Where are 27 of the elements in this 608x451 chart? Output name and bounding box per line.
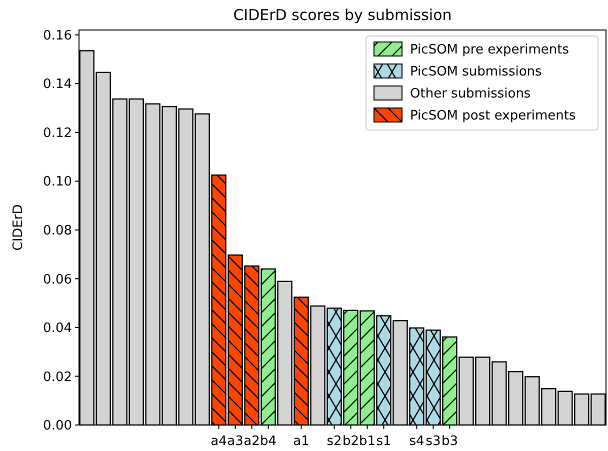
x-tick-label: b2: [342, 434, 360, 449]
x-tick-label: a2: [244, 434, 260, 449]
y-tick-label: 0.00: [43, 418, 72, 434]
chart-title: CIDErD scores by submission: [233, 6, 452, 24]
x-tick-label: s3: [426, 434, 441, 449]
y-tick-label: 0.10: [43, 174, 72, 190]
legend-label: PicSOM post experiments: [410, 108, 576, 124]
y-axis-title: CIDErD: [11, 204, 26, 251]
legend-label: PicSOM pre experiments: [410, 42, 570, 58]
y-tick-label: 0.06: [43, 272, 72, 288]
x-tick-label: s1: [376, 434, 392, 449]
y-tick-label: 0.02: [43, 370, 72, 385]
y-tick-label: 0.16: [43, 28, 72, 44]
x-tick-label: s4: [409, 434, 424, 449]
x-tick-label: b1: [358, 434, 376, 449]
x-tick-label: a1: [293, 434, 310, 449]
y-tick-label: 0.12: [43, 126, 72, 141]
y-tick-label: 0.04: [43, 321, 72, 336]
x-tick-label: a4: [210, 434, 227, 449]
legend-label: PicSOM submissions: [410, 64, 542, 80]
y-tick-label: 0.14: [43, 77, 72, 92]
x-tick-label: s2: [326, 434, 342, 449]
legend-label: Other submissions: [410, 86, 531, 102]
x-tick-label: a3: [227, 434, 244, 449]
y-tick-label: 0.08: [43, 223, 72, 238]
x-tick-label: b4: [260, 434, 277, 449]
x-tick-label: b3: [441, 434, 458, 449]
